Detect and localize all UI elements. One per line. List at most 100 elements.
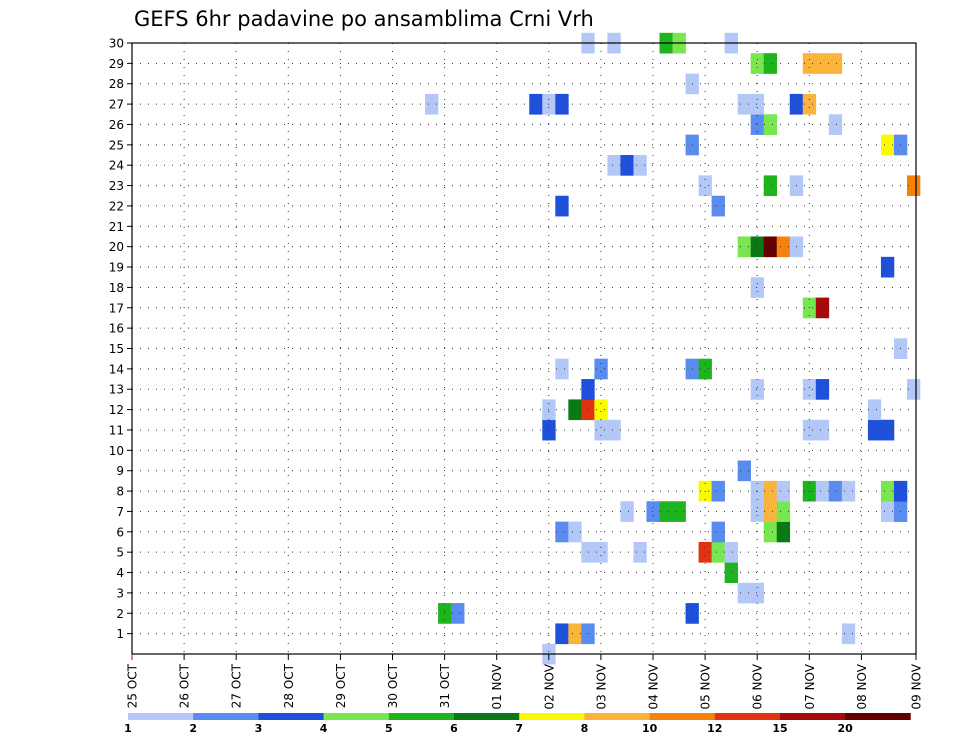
y-tick-label: 28 (109, 77, 124, 91)
legend-label: 12 (707, 722, 722, 735)
precip-cell (802, 53, 817, 74)
precip-cell (750, 93, 765, 115)
color-legend: 1 2 3 4 5 6 7 8 10 12 15 20 (124, 713, 911, 735)
precip-cell (763, 501, 778, 522)
x-tick-label: 04 NOV (647, 663, 661, 709)
precip-cell (425, 93, 439, 115)
precip-cell (776, 480, 791, 502)
precip-cell (568, 623, 582, 645)
y-axis-ticks: 1234567891011121314151617181920212223242… (109, 37, 132, 641)
y-tick-label: 20 (109, 240, 124, 254)
legend-swatch (649, 713, 716, 720)
y-tick-label: 24 (109, 159, 124, 173)
y-tick-label: 29 (109, 57, 124, 71)
legend-swatch (780, 713, 846, 720)
y-tick-label: 19 (109, 261, 124, 275)
precip-cell (555, 358, 569, 380)
x-tick-label: 09 NOV (910, 663, 924, 709)
precip-cell (841, 480, 856, 502)
precip-cell (594, 399, 608, 421)
precip-cell (711, 541, 725, 563)
precip-cell (607, 419, 621, 441)
precip-cell (750, 379, 765, 400)
y-tick-label: 13 (109, 383, 124, 397)
precip-cell (776, 501, 791, 522)
y-tick-label: 25 (109, 138, 124, 152)
precip-cell (867, 399, 882, 421)
x-tick-label: 29 OCT (334, 663, 348, 708)
y-tick-label: 6 (116, 525, 124, 539)
precip-cell (880, 134, 895, 156)
precip-cell (711, 480, 725, 502)
precip-cell (529, 93, 543, 115)
y-tick-label: 2 (116, 607, 124, 621)
y-tick-label: 3 (116, 586, 124, 600)
precipitation-cells (425, 32, 921, 665)
precip-cell (828, 53, 843, 74)
x-tick-label: 27 OCT (230, 663, 244, 708)
legend-label: 7 (515, 722, 523, 735)
legend-label: 1 (124, 722, 132, 735)
precip-cell (763, 175, 778, 197)
precip-cell (555, 623, 569, 645)
precip-cell (724, 562, 738, 584)
x-tick-label: 03 NOV (594, 663, 608, 709)
x-tick-label: 07 NOV (803, 663, 817, 709)
x-tick-label: 30 OCT (386, 663, 400, 708)
y-tick-label: 16 (109, 322, 124, 336)
precip-cell (698, 358, 712, 380)
precip-cell (568, 399, 582, 421)
precip-cell (750, 501, 765, 522)
x-tick-label: 05 NOV (699, 663, 713, 709)
precip-cell (620, 155, 634, 176)
precip-cell (568, 521, 582, 543)
y-tick-label: 17 (109, 301, 124, 315)
precip-cell (737, 582, 751, 604)
precip-cell (815, 379, 830, 400)
precip-cell (815, 53, 830, 74)
precip-cell (724, 541, 738, 563)
legend-swatch (128, 713, 194, 720)
precip-cell (620, 501, 634, 522)
legend-swatch (193, 713, 259, 720)
y-tick-label: 22 (109, 199, 124, 213)
precip-cell (828, 114, 843, 135)
precip-cell (750, 277, 765, 298)
precip-cell (737, 460, 751, 482)
y-tick-label: 15 (109, 342, 124, 356)
precip-cell (750, 114, 765, 135)
y-tick-label: 9 (116, 464, 124, 478)
y-tick-label: 21 (109, 220, 124, 234)
precip-cell (750, 53, 765, 74)
y-tick-label: 8 (116, 485, 124, 499)
y-tick-label: 26 (109, 118, 124, 132)
x-tick-label: 08 NOV (855, 663, 869, 709)
precip-cell (776, 236, 791, 258)
precip-cell (880, 256, 895, 278)
y-tick-label: 12 (109, 403, 124, 417)
dotted-grid (132, 43, 916, 654)
legend-swatch (454, 713, 520, 720)
y-tick-label: 10 (109, 444, 124, 458)
precip-cell (880, 501, 895, 522)
precip-cell (763, 480, 778, 502)
precip-cell (737, 236, 751, 258)
legend-label: 8 (581, 722, 589, 735)
legend-label: 15 (772, 722, 787, 735)
y-tick-label: 7 (116, 505, 124, 519)
precip-cell (711, 195, 725, 217)
legend-label: 2 (189, 722, 197, 735)
x-tick-label: 06 NOV (751, 663, 765, 709)
precip-cell (880, 480, 895, 502)
y-tick-label: 4 (116, 566, 124, 580)
legend-swatch (258, 713, 324, 720)
y-tick-label: 11 (109, 423, 124, 437)
precip-cell (763, 521, 778, 543)
precip-cell (750, 582, 765, 604)
precip-cell (802, 379, 817, 400)
precip-cell (633, 541, 647, 563)
y-tick-label: 18 (109, 281, 124, 295)
precip-cell (594, 419, 608, 441)
precip-cell (763, 114, 778, 135)
x-tick-label: 25 OCT (126, 663, 140, 708)
